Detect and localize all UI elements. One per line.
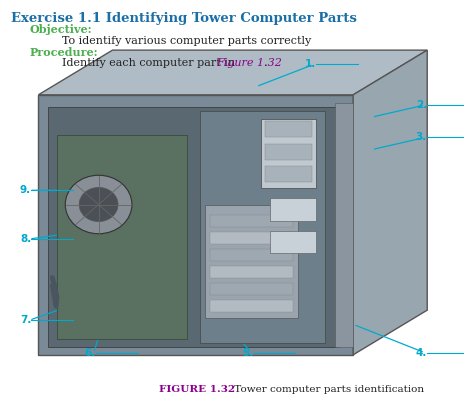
FancyBboxPatch shape xyxy=(210,300,293,312)
Text: Exercise 1.1 Identifying Tower Computer Parts: Exercise 1.1 Identifying Tower Computer … xyxy=(10,11,356,25)
Text: 7.: 7. xyxy=(20,315,31,325)
Text: 4.: 4. xyxy=(416,348,427,358)
FancyBboxPatch shape xyxy=(270,231,316,253)
FancyBboxPatch shape xyxy=(265,166,311,182)
Text: 8.: 8. xyxy=(20,234,31,244)
FancyBboxPatch shape xyxy=(210,232,293,244)
Polygon shape xyxy=(353,50,427,355)
Text: Objective:: Objective: xyxy=(29,24,92,35)
FancyBboxPatch shape xyxy=(201,111,325,343)
FancyBboxPatch shape xyxy=(205,204,298,318)
FancyBboxPatch shape xyxy=(270,198,316,221)
Text: 3.: 3. xyxy=(416,133,427,142)
Text: Identify each computer part in: Identify each computer part in xyxy=(62,58,238,68)
Text: Tower computer parts identification: Tower computer parts identification xyxy=(231,385,425,394)
FancyBboxPatch shape xyxy=(48,107,339,347)
FancyBboxPatch shape xyxy=(210,249,293,261)
Circle shape xyxy=(65,175,132,234)
FancyBboxPatch shape xyxy=(210,215,293,227)
Text: 1.: 1. xyxy=(305,59,316,70)
Text: 9.: 9. xyxy=(20,185,31,195)
FancyBboxPatch shape xyxy=(38,95,353,355)
FancyBboxPatch shape xyxy=(57,135,187,339)
Text: .: . xyxy=(264,58,267,68)
Text: 6.: 6. xyxy=(85,348,96,358)
Text: Figure 1.32: Figure 1.32 xyxy=(217,58,283,68)
FancyBboxPatch shape xyxy=(210,283,293,295)
Text: To identify various computer parts correctly: To identify various computer parts corre… xyxy=(62,36,311,46)
FancyBboxPatch shape xyxy=(335,103,353,347)
FancyBboxPatch shape xyxy=(265,121,311,137)
FancyBboxPatch shape xyxy=(261,119,316,188)
Circle shape xyxy=(79,187,118,222)
Text: Procedure:: Procedure: xyxy=(29,47,98,58)
Text: 2.: 2. xyxy=(416,100,427,110)
Polygon shape xyxy=(38,50,427,95)
FancyBboxPatch shape xyxy=(210,266,293,278)
Text: FIGURE 1.32: FIGURE 1.32 xyxy=(159,385,235,394)
Text: 5.: 5. xyxy=(242,348,253,358)
FancyBboxPatch shape xyxy=(265,144,311,160)
